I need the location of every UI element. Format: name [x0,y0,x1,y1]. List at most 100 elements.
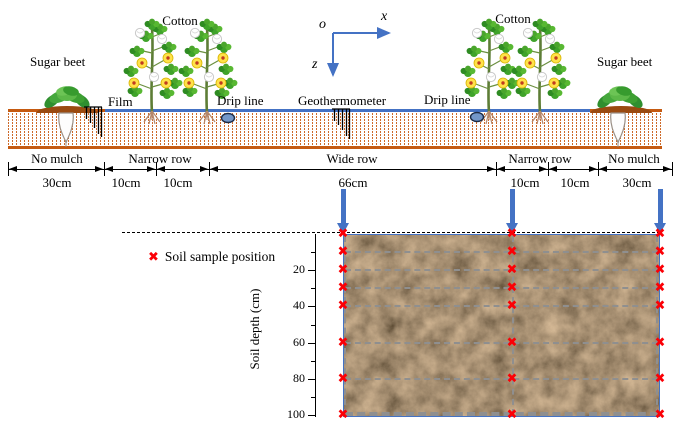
soil-sample-marker: ✖ [337,298,349,314]
depth-gridline [345,251,658,254]
depth-tick-label: 80 [293,370,305,385]
soil-depth-axis-title: Soil depth (cm) [247,288,262,370]
drip-emitter-left [220,112,236,124]
soil-profile-block [343,234,660,417]
dimension-arrowhead-right [200,166,208,172]
depth-minor-tick [311,324,315,326]
soil-sample-marker: ✖ [506,226,518,242]
dimension-arrowhead-left [157,166,165,172]
soil-sample-marker: ✖ [506,407,518,423]
dimension-tick [598,162,599,176]
x-axis-label: x [381,9,388,24]
size-label-10cm-2: 10cm [163,175,193,190]
soil-sample-marker: ✖ [506,262,518,278]
soil-surface-dashed-line [122,232,660,233]
soil-sample-marker: ✖ [337,262,349,278]
sample-column-dashed-line [656,236,658,415]
cotton-plant-3 [461,19,520,124]
soil-sample-marker: ✖ [337,371,349,387]
thermometer-probes-left-icon [83,106,103,138]
depth-gridline [345,287,658,290]
depth-minor-tick [311,252,315,254]
depth-minor-tick [311,360,315,362]
drip-line-right-label: Drip line [424,92,471,107]
dimension-arrowhead-left [497,166,505,172]
dimension-arrowhead-left [9,166,17,172]
legend-label: Soil sample position [164,249,276,264]
sample-arrow-head-icon [336,223,349,234]
soil-sample-marker: ✖ [654,371,666,387]
soil-mound-left [36,106,98,113]
depth-gridline [345,377,658,380]
soil-sample-marker: ✖ [337,244,349,260]
soil-sample-marker: ✖ [654,335,666,351]
size-label-30cm-left: 30cm [42,175,72,190]
soil-sample-marker: ✖ [654,407,666,423]
depth-minor-tick [311,288,315,290]
dimension-arrowhead-left [210,166,218,172]
dimension-arrowhead-left [599,166,607,172]
dimension-arrowhead-left [549,166,557,172]
sample-arrow-head-icon [505,223,518,234]
soil-sample-marker: ✖ [506,280,518,296]
dimension-tick [156,162,157,176]
size-label-30cm-right: 30cm [622,175,652,190]
soil-mound-right [590,106,652,113]
dimension-arrowhead-right [95,166,103,172]
depth-major-tick [308,415,315,416]
plastic-film-line [105,109,590,112]
soil-sample-marker: ✖ [337,407,349,423]
depth-tick-label: 60 [293,334,305,349]
zone-label-no-mulch-left: No mulch [31,151,83,166]
plants-graphic [41,0,646,148]
geothermometer-label: Geothermometer [298,93,387,108]
size-label-10cm-3: 10cm [510,175,540,190]
soil-texture [344,235,659,416]
soil-depth-axis [315,234,316,417]
size-label-10cm-4: 10cm [560,175,590,190]
dimension-arrowhead-right [147,166,155,172]
sample-arrow-shaft [340,189,346,223]
depth-major-tick [308,342,315,344]
dimension-tick [8,162,9,176]
soil-sample-marker: ✖ [506,298,518,314]
depth-tick-label: 100 [287,407,305,421]
soil-sample-marker: ✖ [654,262,666,278]
sugar-beet-root-right [610,112,626,148]
depth-gridline [345,269,658,272]
soil-sample-marker: ✖ [654,244,666,260]
dimension-tick [209,162,210,176]
cotton-right-label: Cotton [495,11,531,26]
coordinate-axes [327,27,391,77]
sample-arrow-head-icon [653,223,666,234]
soil-sample-marker: ✖ [506,244,518,260]
sample-column-dashed-line [344,236,346,415]
sugar-beet-root-left [58,112,74,148]
zone-label-no-mulch-right: No mulch [608,151,660,166]
soil-sample-marker: ✖ [654,298,666,314]
zone-label-wide-row: Wide row [326,151,378,166]
sugar-beet-left-label: Sugar beet [30,54,86,69]
depth-major-tick [308,378,315,380]
cotton-plant-4 [512,19,571,124]
sugar-beet-plant-right [594,84,646,111]
depth-gridline [345,305,658,308]
soil-sample-marker-icon: ✖ [148,250,159,265]
sugar-beet-right-label: Sugar beet [597,54,653,69]
depth-major-tick [308,270,315,272]
film-label: Film [108,94,133,109]
depth-tick-label: 20 [293,262,305,277]
dimension-tick [104,162,105,176]
dimension-arrowhead-right [539,166,547,172]
size-label-10cm-1: 10cm [111,175,141,190]
soil-sample-marker: ✖ [654,280,666,296]
z-axis-label: z [312,57,318,72]
dimension-arrowhead-right [487,166,495,172]
dimension-baseline [8,169,672,170]
drip-emitter-right [469,111,485,123]
soil-sample-marker: ✖ [506,335,518,351]
dimension-tick [672,162,673,176]
depth-gridline [345,341,658,344]
dimension-tick [496,162,497,176]
